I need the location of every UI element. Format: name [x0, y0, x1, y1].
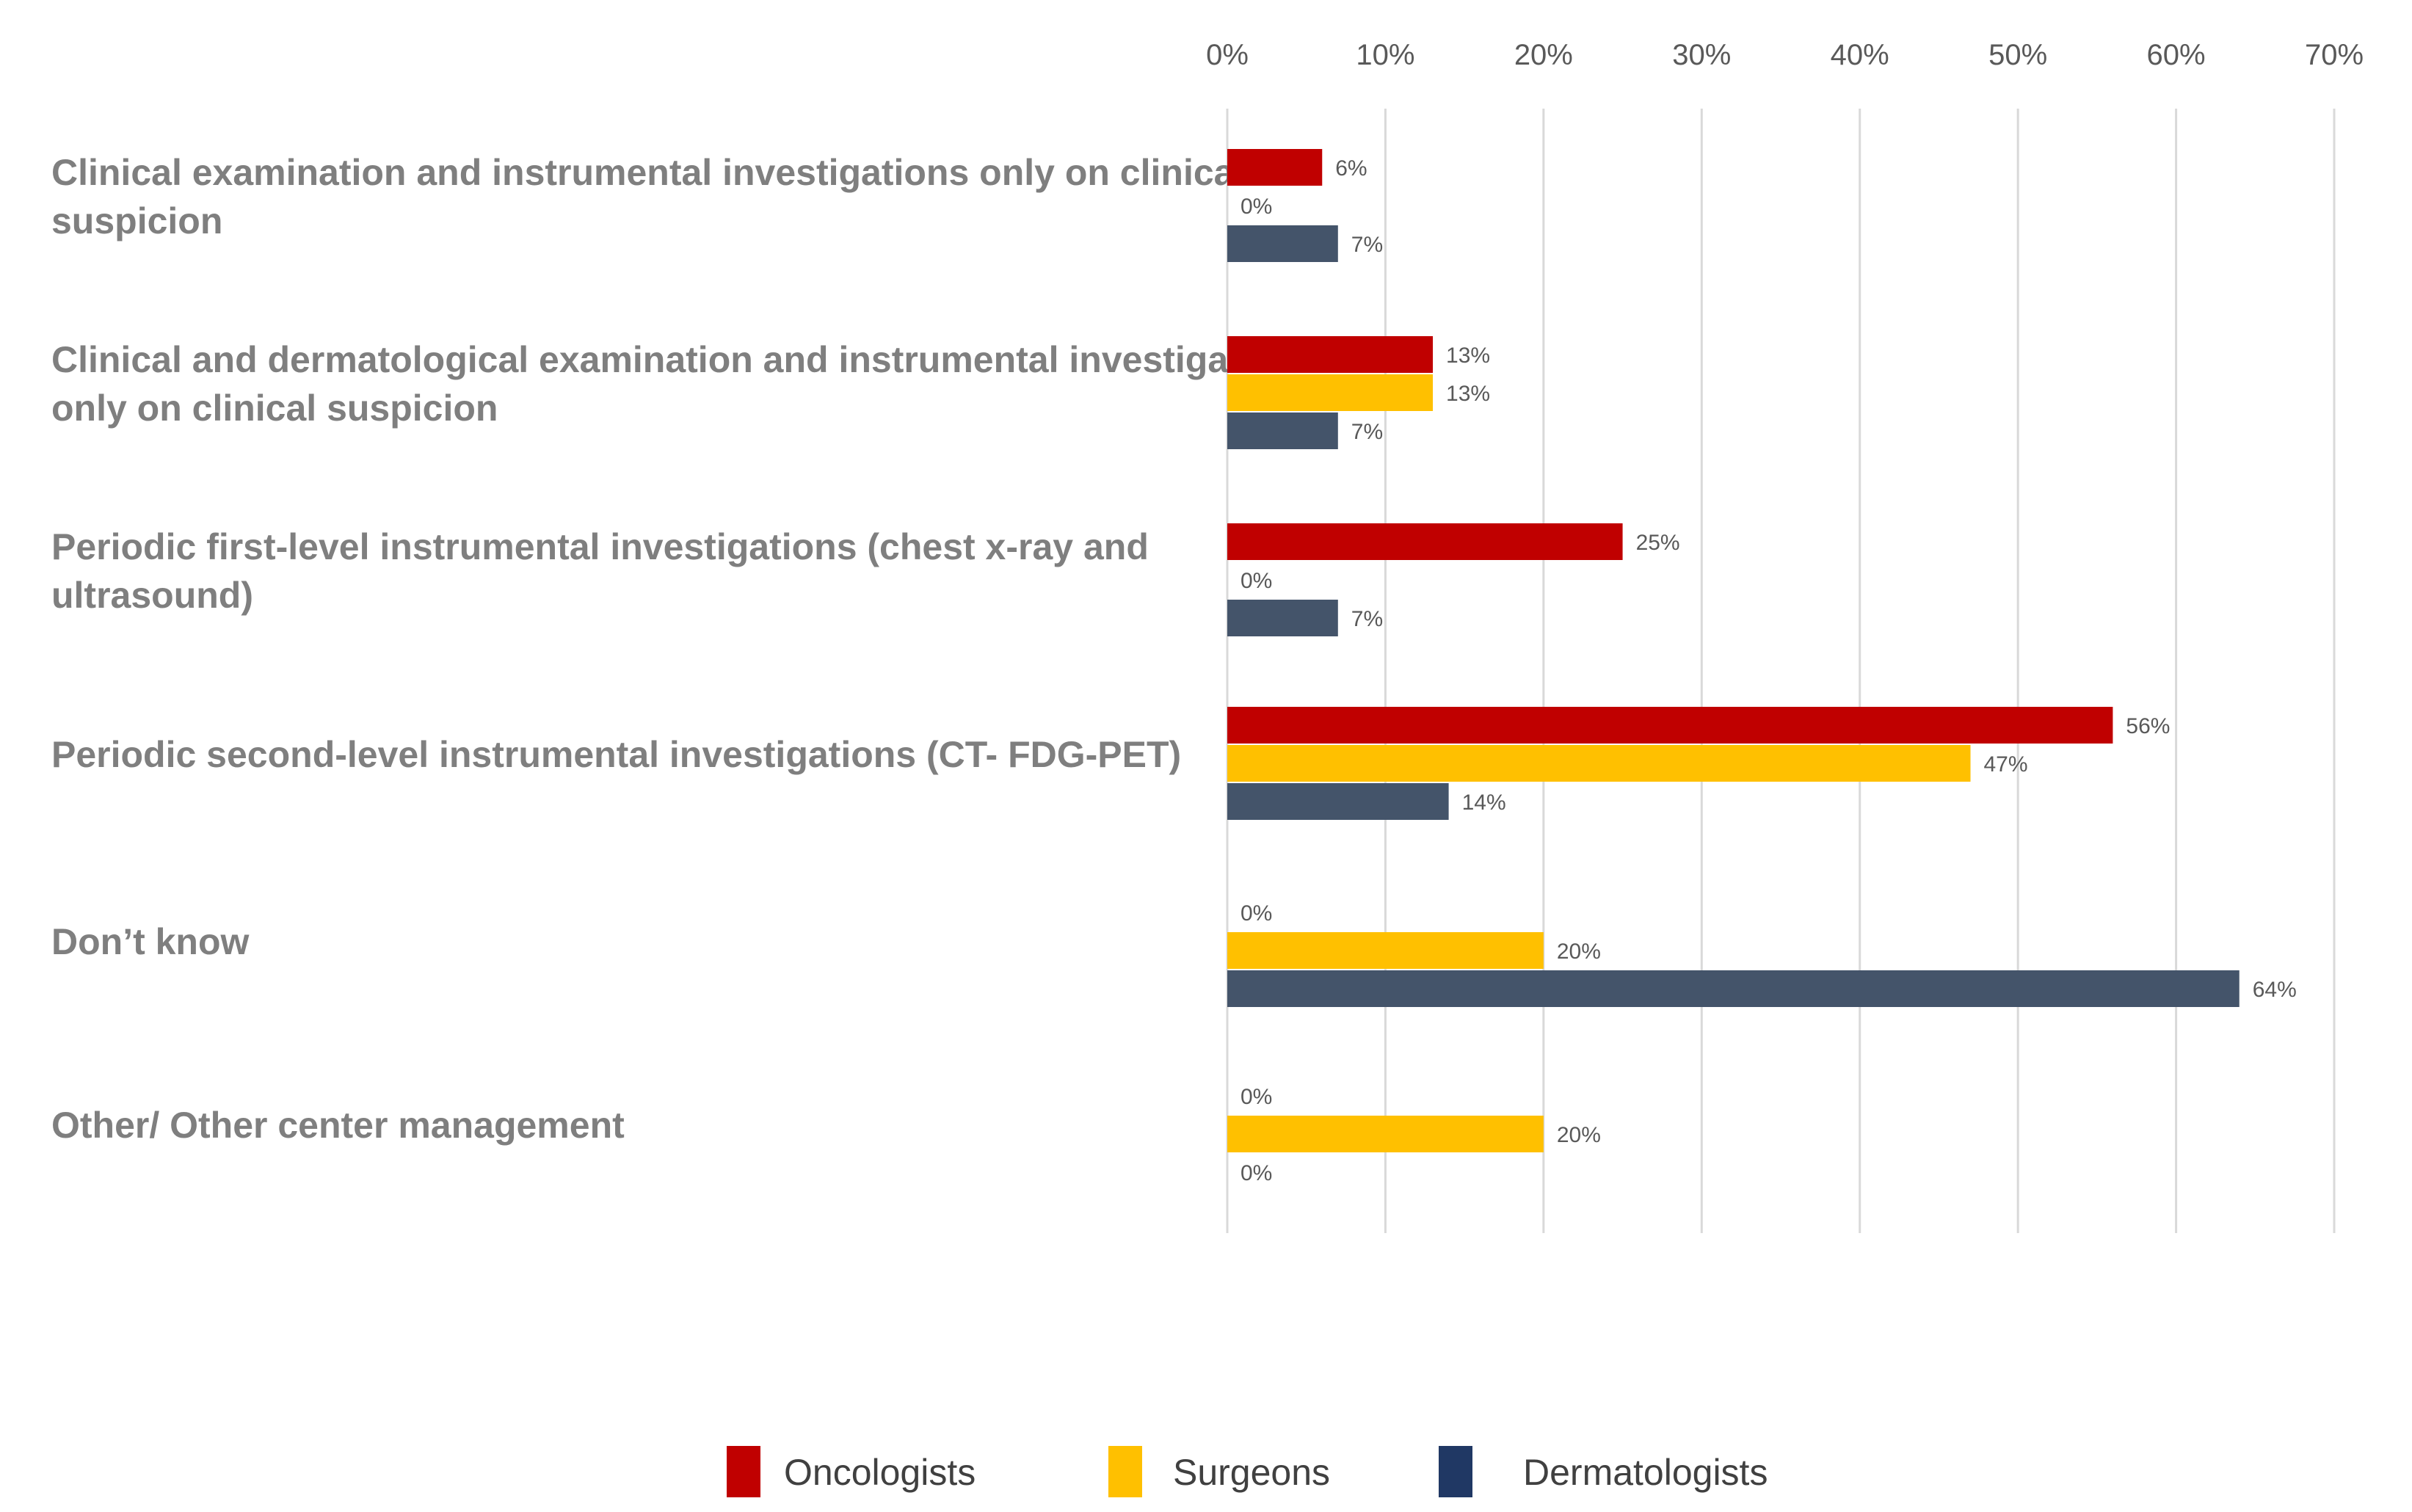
category-label: Periodic first-level instrumental invest… [51, 526, 1149, 567]
category-label: Don’t know [51, 921, 250, 962]
legend-label-oncologists: Oncologists [784, 1452, 976, 1493]
data-label-oncologists: 56% [2126, 714, 2170, 738]
data-label-surgeons: 20% [1557, 939, 1601, 964]
data-label-surgeons: 0% [1240, 569, 1272, 593]
bar-surgeons [1227, 374, 1434, 411]
tick-label-0: 0% [1206, 39, 1249, 71]
bar-dermatologists [1227, 600, 1338, 636]
bar-surgeons [1227, 745, 1971, 782]
data-label-dermatologists: 0% [1240, 1161, 1272, 1185]
bar-surgeons [1227, 1116, 1544, 1152]
bar-dermatologists [1227, 970, 2240, 1007]
data-label-dermatologists: 14% [1462, 790, 1506, 815]
tick-label-60: 60% [2147, 39, 2206, 71]
data-label-oncologists: 25% [1636, 531, 1680, 555]
bar-oncologists [1227, 149, 1323, 186]
bar-oncologists [1227, 523, 1623, 560]
data-label-dermatologists: 7% [1351, 233, 1383, 257]
legend-swatch-oncologists [727, 1446, 760, 1497]
tick-label-40: 40% [1831, 39, 1889, 71]
tick-label-70: 70% [2305, 39, 2364, 71]
category-label: Periodic second-level instrumental inves… [51, 734, 1181, 775]
data-label-surgeons: 20% [1557, 1123, 1601, 1147]
data-label-surgeons: 47% [1984, 752, 2028, 777]
tick-label-20: 20% [1514, 39, 1573, 71]
data-label-dermatologists: 7% [1351, 607, 1383, 631]
data-label-surgeons: 13% [1446, 382, 1490, 406]
tick-label-50: 50% [1988, 39, 2047, 71]
legend-label-surgeons: Surgeons [1173, 1452, 1330, 1493]
bar-surgeons [1227, 932, 1544, 969]
data-label-oncologists: 0% [1240, 901, 1272, 926]
data-label-oncologists: 13% [1446, 344, 1490, 368]
legend-label-dermatologists: Dermatologists [1523, 1452, 1768, 1493]
bar-dermatologists [1227, 412, 1338, 449]
data-label-oncologists: 0% [1240, 1085, 1272, 1109]
tick-label-10: 10% [1356, 39, 1414, 71]
legend-swatch-surgeons [1108, 1446, 1142, 1497]
bar-dermatologists [1227, 783, 1449, 820]
bar-dermatologists [1227, 225, 1338, 262]
data-label-oncologists: 6% [1335, 156, 1367, 181]
category-label: ultrasound) [51, 575, 253, 616]
bar-oncologists [1227, 336, 1434, 373]
bar-oncologists [1227, 707, 2113, 744]
data-label-dermatologists: 64% [2253, 978, 2297, 1002]
data-label-dermatologists: 7% [1351, 420, 1383, 444]
category-label: suspicion [51, 200, 222, 241]
data-label-surgeons: 0% [1240, 195, 1272, 219]
legend-swatch-dermatologists [1439, 1446, 1472, 1497]
tick-label-30: 30% [1672, 39, 1731, 71]
category-label: Other/ Other center management [51, 1105, 625, 1146]
category-label: Clinical and dermatological examination … [51, 339, 1316, 380]
category-label: only on clinical suspicion [51, 388, 498, 429]
category-label: Clinical examination and instrumental in… [51, 152, 1244, 193]
